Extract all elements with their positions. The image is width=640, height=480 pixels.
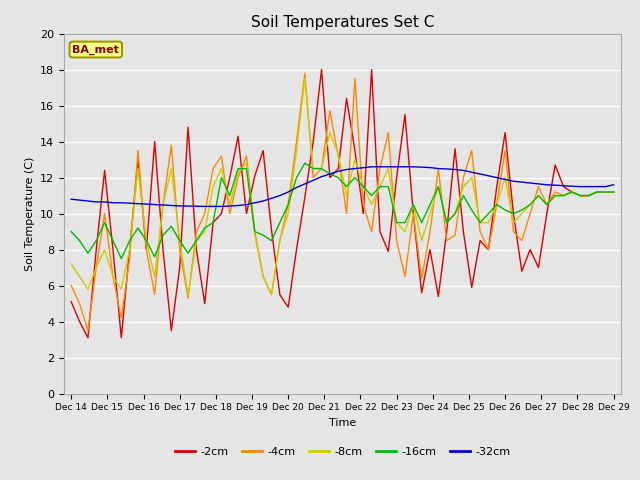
Y-axis label: Soil Temperature (C): Soil Temperature (C) [24, 156, 35, 271]
Legend: -2cm, -4cm, -8cm, -16cm, -32cm: -2cm, -4cm, -8cm, -16cm, -32cm [170, 443, 515, 461]
Title: Soil Temperatures Set C: Soil Temperatures Set C [251, 15, 434, 30]
X-axis label: Time: Time [329, 418, 356, 428]
Text: BA_met: BA_met [72, 44, 119, 55]
